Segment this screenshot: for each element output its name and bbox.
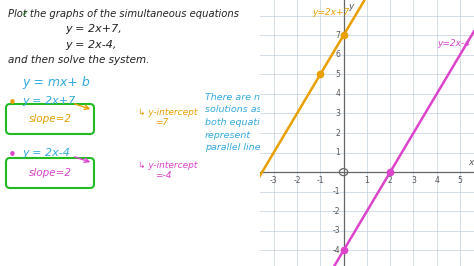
Text: y = mx+ b: y = mx+ b <box>22 76 90 89</box>
Text: ✓: ✓ <box>22 9 29 18</box>
Text: 4: 4 <box>434 176 439 185</box>
FancyBboxPatch shape <box>6 158 94 188</box>
Text: x: x <box>468 158 473 167</box>
Text: •: • <box>8 96 17 111</box>
Text: y = 2x+7,: y = 2x+7, <box>65 24 122 34</box>
Text: ↳ y-intercept: ↳ y-intercept <box>138 161 197 170</box>
Text: 1: 1 <box>335 148 340 157</box>
Text: -3: -3 <box>270 176 278 185</box>
Text: 5: 5 <box>457 176 463 185</box>
Text: -2: -2 <box>333 207 340 216</box>
Text: There are no
solutions as
both equations
represent
parallel lines.: There are no solutions as both equations… <box>205 93 277 152</box>
Text: =-4: =-4 <box>155 171 172 180</box>
Text: y=2x-4: y=2x-4 <box>437 39 470 48</box>
Text: 7: 7 <box>335 31 340 40</box>
Text: y: y <box>348 2 353 11</box>
Text: 5: 5 <box>335 70 340 79</box>
Text: -3: -3 <box>332 226 340 235</box>
Text: and then solve the system.: and then solve the system. <box>8 55 149 65</box>
Text: 2: 2 <box>335 128 340 138</box>
Text: 2: 2 <box>388 176 392 185</box>
Text: •: • <box>8 148 17 163</box>
Text: slope=2: slope=2 <box>28 168 72 178</box>
Text: y = 2x-4: y = 2x-4 <box>22 148 70 158</box>
Text: 6: 6 <box>335 50 340 59</box>
Text: y=2x+7: y=2x+7 <box>312 8 349 17</box>
Text: -2: -2 <box>293 176 301 185</box>
Text: -1: -1 <box>333 187 340 196</box>
Text: 1: 1 <box>365 176 369 185</box>
Text: 4: 4 <box>335 89 340 98</box>
Text: =7: =7 <box>155 118 168 127</box>
Text: slope=2: slope=2 <box>28 114 72 124</box>
Text: y = 2x-4,: y = 2x-4, <box>65 40 117 50</box>
Text: Plot the graphs of the simultaneous equations: Plot the graphs of the simultaneous equa… <box>8 9 239 19</box>
FancyBboxPatch shape <box>6 104 94 134</box>
Text: ↳ y-intercept: ↳ y-intercept <box>138 108 197 117</box>
Text: -4: -4 <box>332 246 340 255</box>
Text: 3: 3 <box>411 176 416 185</box>
Text: 3: 3 <box>335 109 340 118</box>
Text: -1: -1 <box>317 176 324 185</box>
Text: y = 2x+7: y = 2x+7 <box>22 96 75 106</box>
